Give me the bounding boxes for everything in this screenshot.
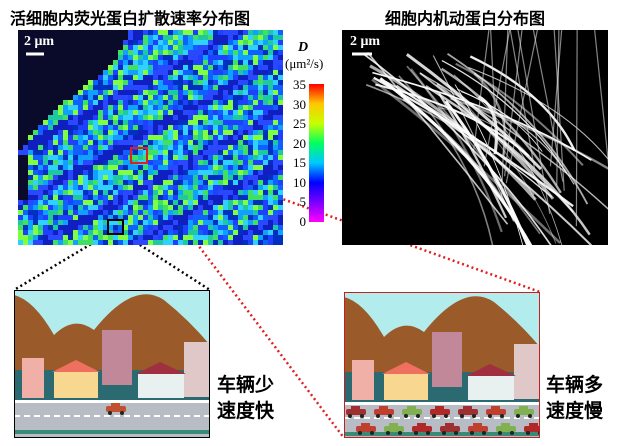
fiber — [483, 30, 511, 167]
motor-protein-map — [342, 30, 608, 245]
fiber — [532, 30, 564, 182]
fiber — [500, 30, 509, 198]
dense-traffic-cartoon — [344, 292, 540, 438]
fiber — [395, 84, 593, 245]
car — [430, 409, 450, 415]
sparse-caption: 车辆少 速度快 — [217, 372, 274, 424]
car — [384, 426, 404, 432]
fiber — [473, 30, 490, 151]
right-scale-label: 2 μm — [350, 34, 381, 49]
fiber — [468, 67, 608, 160]
house — [138, 374, 184, 398]
car — [106, 406, 126, 412]
fiber — [490, 30, 497, 131]
fiber — [556, 30, 560, 186]
colorbar-tick: 25 — [293, 116, 306, 131]
fiber — [447, 83, 557, 244]
car — [374, 409, 394, 415]
tower — [432, 332, 462, 387]
sparse-traffic-cartoon — [14, 290, 210, 438]
fiber — [425, 85, 591, 236]
colorbar-tick: 20 — [293, 135, 306, 151]
house — [468, 376, 514, 400]
colorbar-tick: 5 — [299, 194, 307, 209]
fiber — [549, 30, 563, 167]
car — [346, 409, 366, 415]
dense-caption: 车辆多 速度慢 — [546, 372, 603, 424]
car — [524, 426, 540, 432]
left-panel-title: 活细胞内荧光蛋白扩散速率分布图 — [10, 9, 251, 28]
car — [458, 409, 478, 415]
colorbar-tick: 30 — [293, 96, 306, 112]
fiber — [455, 62, 584, 166]
tower — [102, 330, 132, 385]
dense-caption-line1: 车辆多 — [546, 374, 604, 396]
black-connector-left — [13, 232, 109, 292]
car — [468, 426, 488, 432]
fiber — [398, 75, 494, 245]
fiber — [366, 51, 509, 225]
house — [54, 372, 98, 398]
car — [402, 409, 422, 415]
tower — [514, 344, 540, 399]
roi-black-box — [107, 219, 124, 235]
house — [352, 360, 374, 400]
black-connector-right — [122, 232, 211, 292]
sparse-caption-line1: 车辆少 — [217, 374, 275, 396]
colorbar-tick: 10 — [293, 174, 306, 190]
fiber — [575, 30, 578, 227]
car — [514, 409, 534, 415]
fiber — [446, 52, 589, 205]
fiber — [553, 30, 565, 191]
tower — [184, 342, 210, 397]
dense-caption-line2: 速度慢 — [546, 400, 604, 422]
right-panel-title: 细胞内机动蛋白分布图 — [385, 9, 546, 28]
fiber — [517, 30, 551, 215]
colorbar — [309, 84, 324, 222]
colorbar-tick: 0 — [299, 213, 307, 229]
car — [356, 426, 376, 432]
fiber — [594, 30, 608, 166]
roi-red-box — [130, 147, 148, 164]
left-scale-label: 2 μm — [24, 34, 55, 49]
fiber — [432, 55, 515, 222]
car — [496, 426, 516, 432]
fiber — [440, 67, 562, 194]
car — [440, 426, 460, 432]
fiber — [453, 74, 563, 245]
sparse-caption-line2: 速度快 — [217, 400, 275, 422]
colorbar-tick: 15 — [293, 155, 306, 170]
house — [384, 374, 428, 400]
car — [486, 409, 506, 415]
fiber — [438, 92, 508, 219]
fiber — [504, 30, 523, 177]
fiber — [477, 95, 499, 155]
fiber — [505, 30, 538, 184]
colorbar-symbol: D — [298, 40, 309, 55]
car — [412, 426, 432, 432]
fiber — [509, 30, 536, 170]
colorbar-tick: 35 — [293, 77, 306, 92]
house — [22, 358, 44, 398]
diffusion-rate-map — [18, 30, 283, 245]
colorbar-unit: (μm²/s) — [285, 56, 324, 71]
fiber — [473, 72, 507, 158]
